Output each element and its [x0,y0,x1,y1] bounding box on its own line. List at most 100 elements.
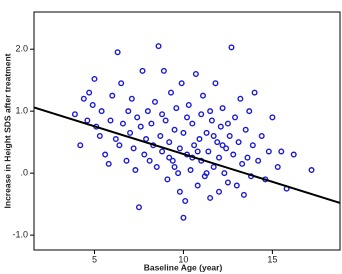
data-point [216,154,223,161]
data-point [155,43,162,50]
data-point [164,176,171,183]
data-point [71,111,78,118]
data-point [200,92,207,99]
data-point [235,139,242,146]
data-point [207,108,214,115]
data-point [148,120,155,127]
data-point [180,214,187,221]
data-point [203,129,210,136]
data-point [169,157,176,164]
data-point [159,148,166,155]
data-point [159,111,166,118]
data-point [116,142,123,149]
data-point [189,120,196,127]
data-point [77,142,84,149]
data-point [278,148,285,155]
data-point [239,160,246,167]
data-point [143,136,150,143]
plot-frame [33,11,341,251]
data-point [127,129,134,136]
data-point [109,92,116,99]
data-point [157,132,164,139]
data-point [210,163,217,170]
data-point [166,139,173,146]
data-point [135,204,142,211]
data-point [242,126,249,133]
data-point [230,151,237,158]
data-point [171,163,178,170]
data-point [212,80,219,87]
data-point [107,117,114,124]
data-point [265,148,272,155]
data-point [249,142,256,149]
y-tick-label: 2.0 [15,44,28,54]
data-point [162,117,169,124]
data-point [141,151,148,158]
data-point [205,148,212,155]
data-point [134,114,141,121]
data-point [224,120,231,127]
data-point [208,117,215,124]
x-tick-label: 10 [178,254,188,264]
data-point [219,142,226,149]
data-point [269,114,276,121]
data-point [198,111,205,118]
data-point [102,151,109,158]
data-point [255,157,262,164]
data-point [196,136,203,143]
data-point [105,160,112,167]
data-point [89,101,96,108]
data-point [84,117,91,124]
data-point [173,105,180,112]
data-point [91,75,98,82]
data-point [130,145,137,152]
data-point [112,136,119,143]
data-point [166,154,173,161]
data-point [171,126,178,133]
data-point [123,157,130,164]
y-tick-label: -1.0 [12,230,28,240]
data-point [308,167,315,174]
data-point [232,114,239,121]
data-point [217,123,224,130]
data-point [192,70,199,77]
data-point [118,80,125,87]
data-point [194,182,201,189]
data-point [86,89,93,96]
data-point [224,179,231,186]
data-point [144,108,151,115]
data-point [258,132,265,139]
data-point [228,44,235,51]
data-point [194,148,201,155]
x-tick-label: 15 [267,254,277,264]
data-point [240,191,247,198]
fit-line [33,106,341,204]
data-point [98,108,105,115]
data-point [191,142,198,149]
data-point [207,194,214,201]
data-point [237,95,244,102]
data-point [180,129,187,136]
data-point [96,132,103,139]
data-point [244,154,251,161]
data-point [125,108,132,115]
data-point [167,89,174,96]
data-point [290,151,297,158]
data-point [137,123,144,130]
data-point [114,49,121,56]
data-point [80,95,87,102]
data-point [185,101,192,108]
data-point [182,198,189,205]
data-point [216,188,223,195]
y-tick-label: 1.0 [15,106,28,116]
data-point [223,145,230,152]
data-point [246,108,253,115]
data-point [221,170,228,177]
data-point [233,182,240,189]
data-point [187,167,194,174]
data-point [119,120,126,127]
y-tick-label: .0 [20,168,28,178]
data-point [226,132,233,139]
data-point [128,95,135,102]
